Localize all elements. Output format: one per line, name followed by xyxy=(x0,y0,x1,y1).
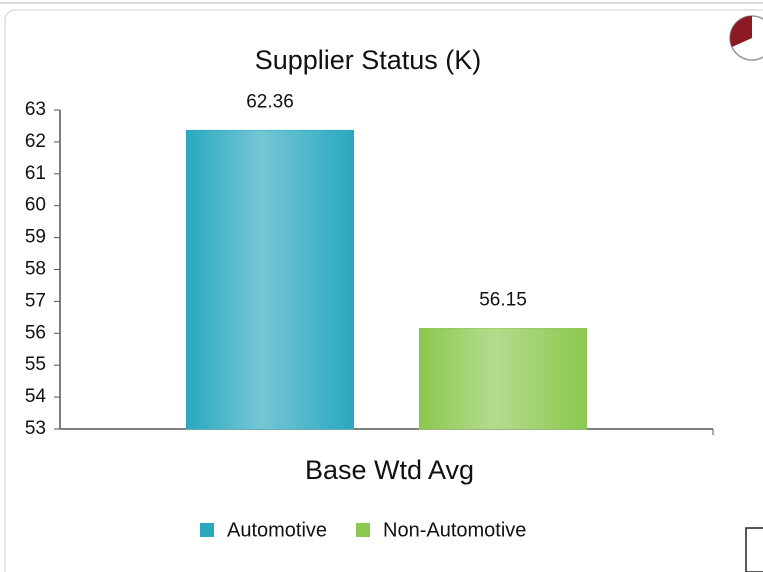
x-tick-label: Base Wtd Avg xyxy=(305,455,474,485)
y-tick-label: 53 xyxy=(25,418,46,439)
legend-swatch xyxy=(200,523,214,537)
value-label: 62.36 xyxy=(246,91,294,112)
legend-label: Non-Automotive xyxy=(383,519,526,541)
value-label: 56.15 xyxy=(479,290,527,311)
y-tick-label: 60 xyxy=(25,195,46,216)
chart-title: Supplier Status (K) xyxy=(255,45,482,75)
y-tick-label: 59 xyxy=(25,227,46,248)
legend-label: Automotive xyxy=(227,519,327,541)
pie-icon[interactable] xyxy=(729,15,763,61)
y-tick-label: 55 xyxy=(25,354,46,375)
bar-shine xyxy=(186,130,354,429)
y-tick-label: 63 xyxy=(25,99,46,120)
y-tick-label: 56 xyxy=(25,322,46,343)
y-tick-label: 57 xyxy=(25,290,46,311)
y-tick-label: 58 xyxy=(25,259,46,280)
y-tick-label: 62 xyxy=(25,131,46,152)
pdf-icon[interactable] xyxy=(745,527,763,572)
card xyxy=(4,9,763,572)
y-tick-label: 61 xyxy=(25,163,46,184)
bar-shine xyxy=(419,328,587,429)
legend-swatch xyxy=(356,523,370,537)
y-tick-label: 54 xyxy=(25,386,47,407)
